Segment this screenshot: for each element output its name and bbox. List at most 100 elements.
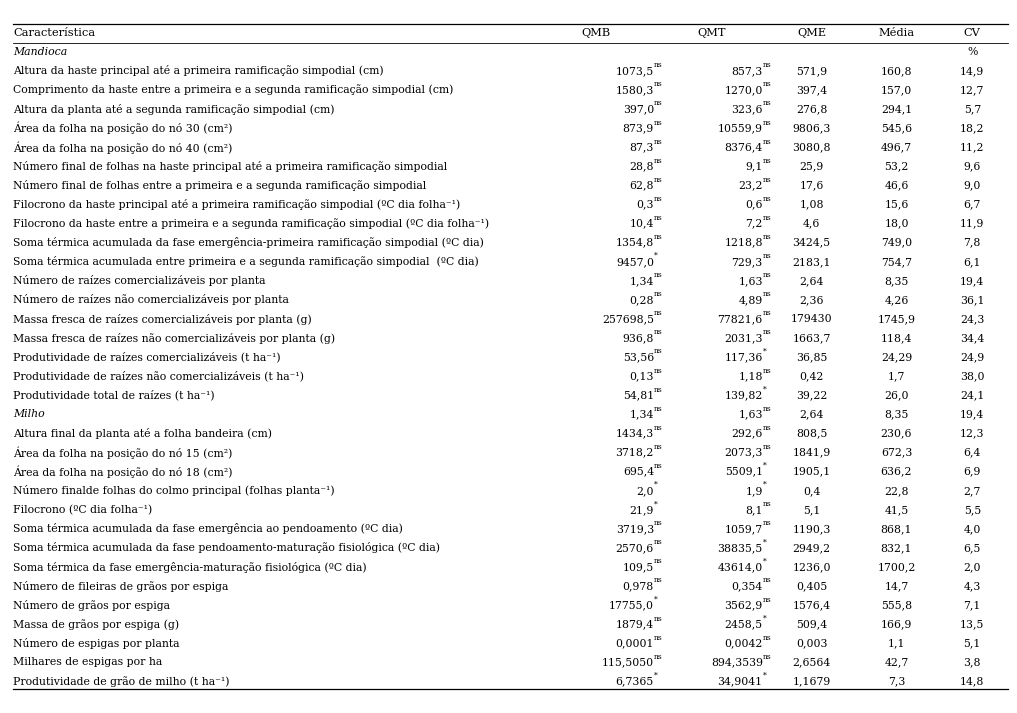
Text: 39,22: 39,22 — [796, 390, 827, 401]
Text: 2,7: 2,7 — [963, 486, 981, 496]
Text: Número finalde folhas do colmo principal (folhas planta⁻¹): Número finalde folhas do colmo principal… — [13, 486, 335, 496]
Text: 24,29: 24,29 — [881, 352, 912, 362]
Text: Soma térmica acumulada da fase emergência-primeira ramificação simpodial (ºC dia: Soma térmica acumulada da fase emergênci… — [13, 237, 484, 248]
Text: 17,6: 17,6 — [799, 180, 824, 190]
Text: 1270,0: 1270,0 — [724, 85, 763, 95]
Text: 46,6: 46,6 — [885, 180, 908, 190]
Text: 2949,2: 2949,2 — [792, 543, 831, 553]
Text: 14,9: 14,9 — [960, 66, 984, 76]
Text: 6,9: 6,9 — [963, 467, 981, 477]
Text: 857,3: 857,3 — [731, 66, 763, 76]
Text: 42,7: 42,7 — [885, 657, 908, 667]
Text: Filocrono da haste entre a primeira e a segunda ramificação simpodial (ºC dia fo: Filocrono da haste entre a primeira e a … — [13, 218, 489, 229]
Text: 4,89: 4,89 — [738, 295, 763, 305]
Text: ns: ns — [654, 462, 663, 470]
Text: 672,3: 672,3 — [881, 448, 912, 458]
Text: 292,6: 292,6 — [731, 429, 763, 438]
Text: 1745,9: 1745,9 — [878, 314, 915, 324]
Text: 77821,6: 77821,6 — [718, 314, 763, 324]
Text: ns: ns — [763, 405, 772, 413]
Text: Altura final da planta até a folha bandeira (cm): Altura final da planta até a folha bande… — [13, 428, 273, 439]
Text: 8,35: 8,35 — [885, 276, 908, 286]
Text: ns: ns — [654, 652, 663, 661]
Text: ns: ns — [654, 347, 663, 356]
Text: *: * — [763, 386, 767, 394]
Text: 5,5: 5,5 — [964, 505, 980, 515]
Text: CV: CV — [964, 28, 980, 38]
Text: 3080,8: 3080,8 — [792, 143, 831, 153]
Text: 0,3: 0,3 — [637, 200, 654, 210]
Text: 2,64: 2,64 — [799, 409, 824, 419]
Text: ns: ns — [654, 538, 663, 546]
Text: 38835,5: 38835,5 — [718, 543, 763, 553]
Text: *: * — [763, 538, 767, 546]
Text: *: * — [763, 481, 767, 489]
Text: ns: ns — [654, 329, 663, 337]
Text: QMT: QMT — [697, 28, 726, 38]
Text: 257698,5: 257698,5 — [602, 314, 654, 324]
Text: 6,7: 6,7 — [963, 200, 981, 210]
Text: 397,0: 397,0 — [622, 104, 654, 114]
Text: 1236,0: 1236,0 — [792, 562, 831, 572]
Text: 1663,7: 1663,7 — [792, 333, 831, 343]
Text: Número de espigas por planta: Número de espigas por planta — [13, 638, 180, 649]
Text: 729,3: 729,3 — [731, 257, 763, 267]
Text: 115,5050: 115,5050 — [602, 657, 654, 667]
Text: 571,9: 571,9 — [796, 66, 827, 76]
Text: 2458,5: 2458,5 — [725, 620, 763, 630]
Text: Soma térmica acumulada da fase emergência ao pendoamento (ºC dia): Soma térmica acumulada da fase emergênci… — [13, 523, 403, 535]
Text: 0,6: 0,6 — [745, 200, 763, 210]
Text: 0,42: 0,42 — [799, 371, 824, 381]
Text: 12,7: 12,7 — [960, 85, 984, 95]
Text: 22,8: 22,8 — [884, 486, 909, 496]
Text: ns: ns — [763, 595, 772, 603]
Text: 36,85: 36,85 — [796, 352, 827, 362]
Text: ns: ns — [654, 138, 663, 145]
Text: 23,2: 23,2 — [738, 180, 763, 190]
Text: 7,2: 7,2 — [745, 219, 763, 229]
Text: Área da folha na posição do nó 15 (cm²): Área da folha na posição do nó 15 (cm²) — [13, 446, 233, 459]
Text: 6,5: 6,5 — [963, 543, 981, 553]
Text: 43614,0: 43614,0 — [718, 562, 763, 572]
Text: 1,1: 1,1 — [888, 638, 905, 648]
Text: 1190,3: 1190,3 — [792, 524, 831, 534]
Text: ns: ns — [654, 99, 663, 108]
Text: 397,4: 397,4 — [796, 85, 827, 95]
Text: 754,7: 754,7 — [881, 257, 912, 267]
Text: 53,2: 53,2 — [885, 161, 908, 171]
Text: ns: ns — [654, 271, 663, 279]
Text: 1,7: 1,7 — [888, 371, 905, 381]
Text: 2,64: 2,64 — [799, 276, 824, 286]
Text: 9457,0: 9457,0 — [616, 257, 654, 267]
Text: 11,9: 11,9 — [960, 219, 984, 229]
Text: ns: ns — [654, 290, 663, 298]
Text: 41,5: 41,5 — [885, 505, 908, 515]
Text: Soma térmica acumulada da fase pendoamento-maturação fisiológica (ºC dia): Soma térmica acumulada da fase pendoamen… — [13, 543, 440, 553]
Text: Produtividade de raízes comercializáveis (t ha⁻¹): Produtividade de raízes comercializáveis… — [13, 352, 281, 363]
Text: %: % — [967, 47, 977, 57]
Text: ns: ns — [763, 233, 772, 241]
Text: *: * — [654, 500, 658, 508]
Text: 323,6: 323,6 — [731, 104, 763, 114]
Text: 28,8: 28,8 — [630, 161, 654, 171]
Text: 1434,3: 1434,3 — [615, 429, 654, 438]
Text: Soma térmica da fase emergência-maturação fisiológica (ºC dia): Soma térmica da fase emergência-maturaçã… — [13, 562, 367, 573]
Text: 18,0: 18,0 — [884, 219, 909, 229]
Text: Número final de folhas na haste principal até a primeira ramificação simpodial: Número final de folhas na haste principa… — [13, 161, 447, 172]
Text: 109,5: 109,5 — [622, 562, 654, 572]
Text: 25,9: 25,9 — [799, 161, 824, 171]
Text: ns: ns — [763, 576, 772, 585]
Text: ns: ns — [654, 195, 663, 202]
Text: 1,18: 1,18 — [738, 371, 763, 381]
Text: 160,8: 160,8 — [881, 66, 912, 76]
Text: 0,13: 0,13 — [630, 371, 654, 381]
Text: *: * — [763, 347, 767, 356]
Text: 8376,4: 8376,4 — [724, 143, 763, 153]
Text: Número de raízes comercializáveis por planta: Número de raízes comercializáveis por pl… — [13, 275, 265, 287]
Text: 496,7: 496,7 — [881, 143, 912, 153]
Text: Massa fresca de raízes comercializáveis por planta (g): Massa fresca de raízes comercializáveis … — [13, 314, 312, 324]
Text: 34,4: 34,4 — [960, 333, 984, 343]
Text: Milho: Milho — [13, 409, 45, 419]
Text: Filocrono (ºC dia folha⁻¹): Filocrono (ºC dia folha⁻¹) — [13, 505, 153, 515]
Text: Massa fresca de raízes não comercializáveis por planta (g): Massa fresca de raízes não comercializáv… — [13, 332, 336, 344]
